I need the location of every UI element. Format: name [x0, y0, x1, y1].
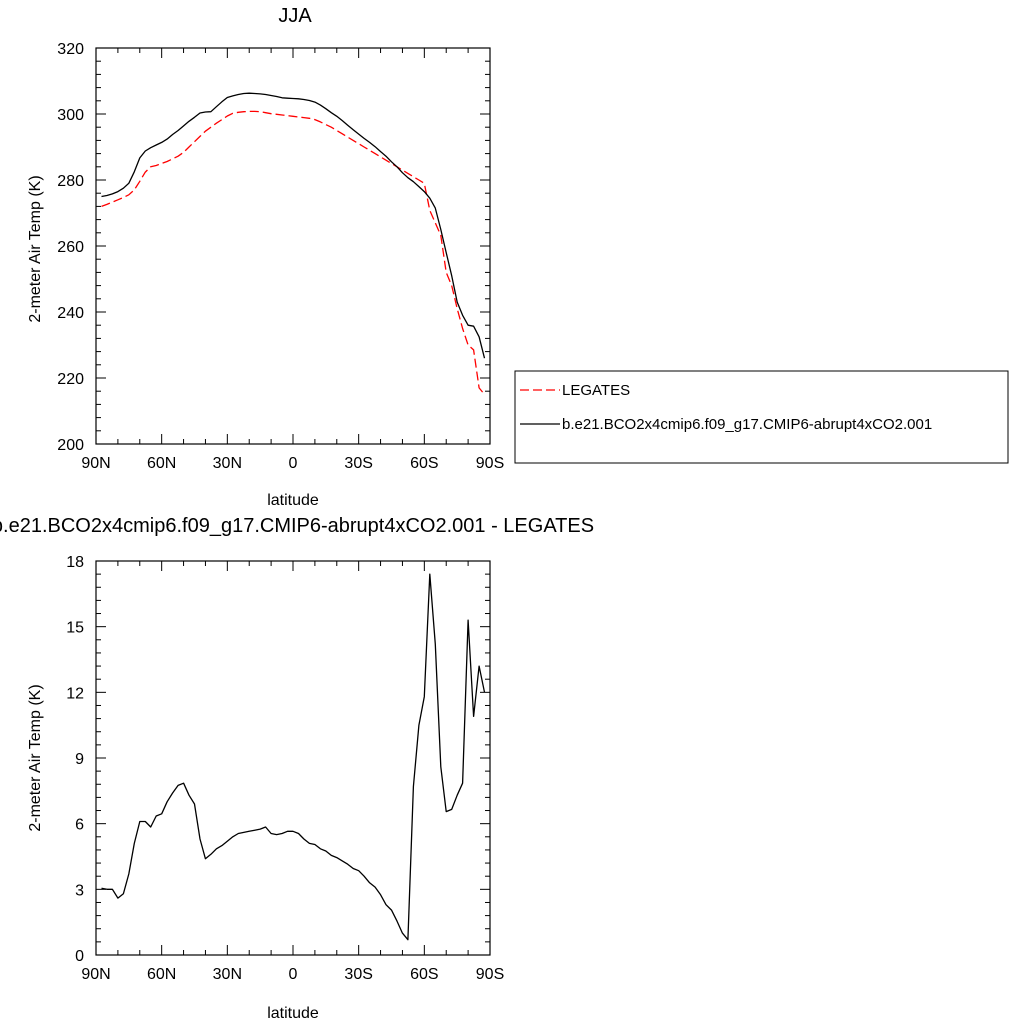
bottom-y-tick-label: 6: [75, 817, 84, 834]
top-x-tick-label: 0: [289, 455, 298, 472]
bottom-series-line-0: [101, 573, 486, 941]
legend: LEGATES b.e21.BCO2x4cmip6.f09_g17.CMIP6-…: [514, 370, 1009, 464]
bottom-y-tick-label: 12: [66, 685, 84, 702]
top-y-axis-label: 2-meter Air Temp (K): [27, 175, 44, 322]
bottom-y-tick-label: 18: [66, 554, 84, 571]
bottom-series-lines: [101, 573, 486, 941]
bottom-x-axis-label: latitude: [267, 1005, 319, 1022]
bottom-y-tick-label: 15: [66, 620, 84, 637]
bottom-x-tick-label: 90N: [81, 966, 110, 983]
legend-box: [514, 370, 1009, 464]
bottom-panel: b.e21.BCO2x4cmip6.f09_g17.CMIP6-abrupt4x…: [0, 515, 594, 1022]
top-panel: JJA 2-meter Air Temp (K) latitude 90N 60N…: [27, 5, 1009, 509]
bottom-y-axis-label: 2-meter Air Temp (K): [27, 684, 44, 831]
legend-label-legates: LEGATES: [562, 382, 630, 399]
top-plot-frame: [95, 47, 491, 445]
top-y-tick-label: 300: [57, 107, 84, 124]
bottom-x-tick-label: 60S: [410, 966, 438, 983]
top-series-line-1: [101, 92, 486, 359]
top-y-tick-label: 260: [57, 239, 84, 256]
top-axis-ticks: [95, 47, 491, 445]
bottom-x-tick-label: 0: [289, 966, 298, 983]
top-series-line-0: [101, 110, 486, 395]
top-y-tick-label: 320: [57, 41, 84, 58]
top-x-axis-label: latitude: [267, 492, 319, 509]
top-y-tick-label: 220: [57, 371, 84, 388]
top-y-tick-label: 240: [57, 305, 84, 322]
bottom-y-tick-label: 9: [75, 751, 84, 768]
top-y-tick-label: 200: [57, 437, 84, 454]
top-series-lines: [101, 92, 486, 395]
bottom-x-tick-label: 60N: [147, 966, 176, 983]
top-x-tick-label: 30N: [213, 455, 242, 472]
bottom-y-tick-label: 3: [75, 882, 84, 899]
top-y-tick-label: 280: [57, 173, 84, 190]
top-x-tick-label: 90S: [476, 455, 504, 472]
legend-label-model: b.e21.BCO2x4cmip6.f09_g17.CMIP6-abrupt4x…: [562, 416, 932, 433]
top-x-tick-label: 60S: [410, 455, 438, 472]
bottom-x-tick-label: 90S: [476, 966, 504, 983]
top-x-tick-label: 60N: [147, 455, 176, 472]
bottom-tick-labels: 90N 60N 30N 0 30S 60S 90S 0 3 6 9 12 15 18: [66, 554, 504, 983]
top-tick-labels: 90N 60N 30N 0 30S 60S 90S 200 220 240 260 280 300 320: [57, 41, 504, 472]
bottom-chart-title: b.e21.BCO2x4cmip6.f09_g17.CMIP6-abrupt4x…: [0, 515, 594, 537]
top-x-tick-label: 90N: [81, 455, 110, 472]
top-chart-title: JJA: [278, 5, 312, 27]
top-x-tick-label: 30S: [344, 455, 372, 472]
bottom-axis-ticks: [95, 560, 491, 956]
bottom-plot-frame: [95, 560, 491, 956]
bottom-x-tick-label: 30S: [344, 966, 372, 983]
bottom-x-tick-label: 30N: [213, 966, 242, 983]
bottom-y-tick-label: 0: [75, 948, 84, 965]
